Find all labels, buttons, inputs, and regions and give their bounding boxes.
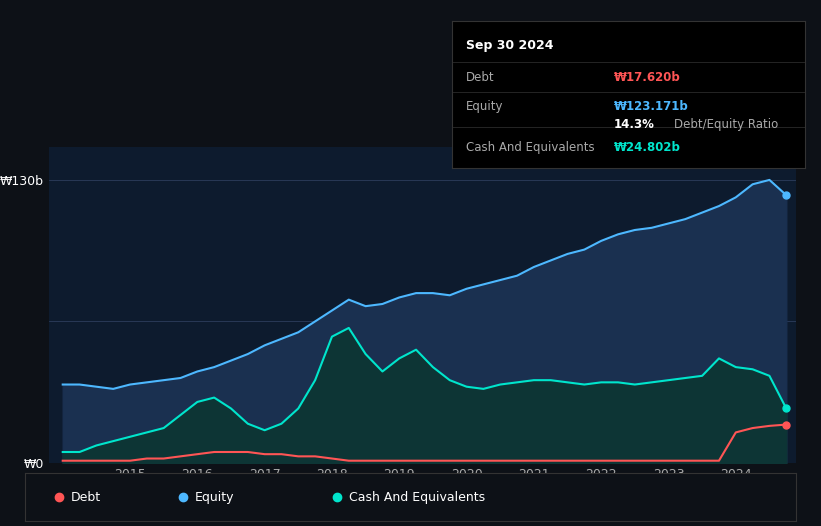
Text: 14.3%: 14.3% — [614, 118, 655, 130]
Text: Equity: Equity — [466, 100, 503, 113]
Text: Equity: Equity — [195, 491, 234, 503]
Text: ₩17.620b: ₩17.620b — [614, 70, 681, 84]
Text: ₩24.802b: ₩24.802b — [614, 141, 681, 154]
Text: Sep 30 2024: Sep 30 2024 — [466, 39, 553, 52]
Text: Cash And Equivalents: Cash And Equivalents — [349, 491, 485, 503]
Text: Cash And Equivalents: Cash And Equivalents — [466, 141, 594, 154]
Text: ₩123.171b: ₩123.171b — [614, 100, 689, 113]
Text: Debt/Equity Ratio: Debt/Equity Ratio — [674, 118, 778, 130]
Text: Debt: Debt — [466, 70, 494, 84]
Text: Debt: Debt — [71, 491, 101, 503]
